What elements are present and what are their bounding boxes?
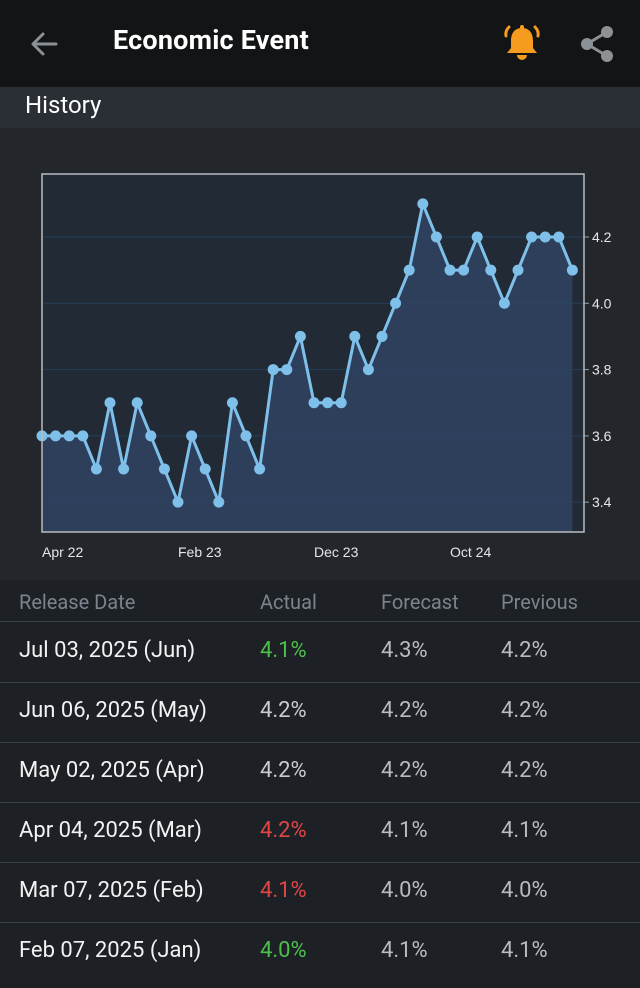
header-release-date: Release Date xyxy=(19,590,136,614)
table-row[interactable]: Apr 04, 2025 (Mar) 4.2% 4.1% 4.1% xyxy=(0,802,640,863)
section-title: History xyxy=(25,91,102,119)
header-forecast: Forecast xyxy=(381,590,459,614)
release-date: Jul 03, 2025 (Jun) xyxy=(19,638,196,663)
data-point xyxy=(526,231,538,243)
forecast-value: 4.0% xyxy=(381,878,428,903)
table-row[interactable]: Jul 03, 2025 (Jun) 4.1% 4.3% 4.2% xyxy=(0,622,640,683)
data-point xyxy=(458,264,470,276)
data-point xyxy=(172,496,184,508)
previous-value: 4.1% xyxy=(501,938,548,963)
data-point xyxy=(566,264,578,276)
forecast-value: 4.1% xyxy=(381,818,428,843)
bell-alert-icon[interactable] xyxy=(500,22,544,66)
data-point xyxy=(118,463,130,475)
page-title: Economic Event xyxy=(113,24,309,56)
previous-value: 4.0% xyxy=(501,878,548,903)
data-point xyxy=(240,430,252,442)
previous-value: 4.1% xyxy=(501,818,548,843)
data-point xyxy=(376,330,388,342)
history-chart-area: 3.4 3.6 3.8 4.0 4.2 Apr 22 Feb 23 Dec 23 Oct 24 xyxy=(0,128,640,580)
actual-value: 4.0% xyxy=(260,938,307,963)
x-tick-label: Apr 22 xyxy=(42,544,83,560)
y-tick-label: 4.0 xyxy=(592,295,612,311)
forecast-value: 4.2% xyxy=(381,698,428,723)
data-point xyxy=(403,264,415,276)
data-point xyxy=(471,231,483,243)
data-point xyxy=(254,463,266,475)
table-row[interactable]: Mar 07, 2025 (Feb) 4.1% 4.0% 4.0% xyxy=(0,862,640,923)
previous-value: 4.2% xyxy=(501,638,548,663)
data-point xyxy=(226,397,238,409)
data-point xyxy=(417,198,429,210)
series-line xyxy=(42,202,574,504)
data-point xyxy=(50,430,62,442)
x-tick-label: Oct 24 xyxy=(450,544,491,560)
release-date: Jun 06, 2025 (May) xyxy=(19,698,207,723)
data-point xyxy=(158,463,170,475)
share-icon[interactable] xyxy=(578,24,616,64)
data-point xyxy=(90,463,102,475)
previous-value: 4.2% xyxy=(501,758,548,783)
data-point xyxy=(390,297,402,309)
data-point xyxy=(362,364,374,376)
forecast-value: 4.2% xyxy=(381,758,428,783)
x-tick-label: Feb 23 xyxy=(178,544,222,560)
data-point xyxy=(512,264,524,276)
data-point xyxy=(498,297,510,309)
history-table: Release Date Actual Forecast Previous Ju… xyxy=(0,580,640,988)
table-row[interactable]: Feb 07, 2025 (Jan) 4.0% 4.1% 4.1% xyxy=(0,922,640,982)
data-point xyxy=(104,397,116,409)
data-point xyxy=(308,397,320,409)
data-point xyxy=(213,496,225,508)
plot-border xyxy=(41,173,585,533)
series-area xyxy=(42,203,573,532)
history-chart[interactable]: 3.4 3.6 3.8 4.0 4.2 Apr 22 Feb 23 Dec 23 Oct 24 xyxy=(0,128,640,580)
data-point xyxy=(281,364,293,376)
back-arrow-icon[interactable] xyxy=(28,28,60,60)
y-tick-label: 3.6 xyxy=(592,428,612,444)
data-point xyxy=(322,397,334,409)
data-point xyxy=(430,231,442,243)
data-point xyxy=(294,330,306,342)
actual-value: 4.2% xyxy=(260,698,307,723)
previous-value: 4.2% xyxy=(501,698,548,723)
y-tick-label: 3.8 xyxy=(592,362,612,378)
y-tick-label: 3.4 xyxy=(592,494,612,510)
app-bar: Economic Event xyxy=(0,0,640,87)
y-tick-label: 4.2 xyxy=(592,229,612,245)
release-date: Mar 07, 2025 (Feb) xyxy=(19,878,204,903)
data-point xyxy=(63,430,75,442)
data-point xyxy=(267,364,279,376)
header-actual: Actual xyxy=(260,590,317,614)
x-tick-label: Dec 23 xyxy=(314,544,359,560)
header-previous: Previous xyxy=(501,590,578,614)
table-header: Release Date Actual Forecast Previous xyxy=(0,580,640,622)
data-point xyxy=(186,430,198,442)
release-date: Apr 04, 2025 (Mar) xyxy=(19,818,202,843)
table-row[interactable]: Jun 06, 2025 (May) 4.2% 4.2% 4.2% xyxy=(0,682,640,743)
release-date: May 02, 2025 (Apr) xyxy=(19,758,205,783)
release-date: Feb 07, 2025 (Jan) xyxy=(19,938,202,963)
data-point xyxy=(485,264,497,276)
forecast-value: 4.1% xyxy=(381,938,428,963)
data-point xyxy=(199,463,211,475)
forecast-value: 4.3% xyxy=(381,638,428,663)
actual-value: 4.2% xyxy=(260,758,307,783)
data-point xyxy=(539,231,551,243)
data-point xyxy=(553,231,565,243)
actual-value: 4.1% xyxy=(260,638,307,663)
table-row[interactable]: May 02, 2025 (Apr) 4.2% 4.2% 4.2% xyxy=(0,742,640,803)
data-point xyxy=(145,430,157,442)
actual-value: 4.1% xyxy=(260,878,307,903)
actual-value: 4.2% xyxy=(260,818,307,843)
data-point xyxy=(131,397,143,409)
data-point xyxy=(77,430,89,442)
data-point xyxy=(444,264,456,276)
data-point xyxy=(335,397,347,409)
data-point xyxy=(349,330,361,342)
history-section-header: History xyxy=(0,87,640,128)
